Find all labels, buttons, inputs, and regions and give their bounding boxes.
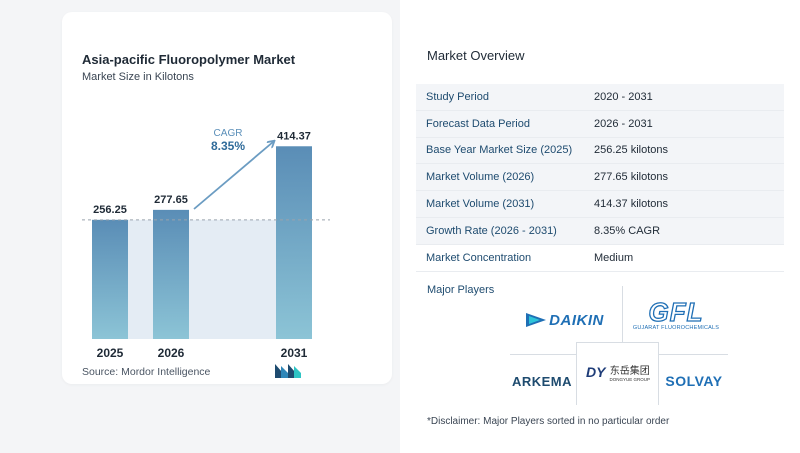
market-overview-panel: Market Overview Study Period 2020 - 2031… bbox=[400, 0, 800, 453]
chart-title: Asia-pacific Fluoropolymer Market bbox=[82, 52, 296, 67]
logo-grid-divider bbox=[510, 354, 576, 355]
gfl-wordmark: GFL bbox=[648, 297, 704, 327]
dongyue-logo: DY 东岳集团 DONGYUE GROUP bbox=[578, 352, 658, 392]
dongyue-chinese-name: 东岳集团 bbox=[609, 366, 650, 377]
overview-label: Study Period bbox=[426, 90, 489, 103]
gfl-subtitle: GUJARAT FLUOROCHEMICALS bbox=[632, 325, 720, 331]
logo-grid-divider bbox=[658, 342, 659, 405]
overview-row: Base Year Market Size (2025) 256.25 kilo… bbox=[416, 137, 784, 165]
arkema-logo: ARKEMA bbox=[508, 366, 576, 396]
daikin-logo: DAIKIN bbox=[512, 300, 618, 340]
mordor-logo-icon bbox=[275, 364, 301, 378]
overview-value: Medium bbox=[594, 251, 634, 264]
overview-row: Forecast Data Period 2026 - 2031 bbox=[416, 110, 784, 138]
category-label: 2031 bbox=[281, 346, 308, 360]
reference-area bbox=[128, 219, 276, 339]
solvay-wordmark: SOLVAY bbox=[665, 373, 723, 389]
overview-table: Study Period 2020 - 2031 Forecast Data P… bbox=[416, 84, 784, 272]
disclaimer: *Disclaimer: Major Players sorted in no … bbox=[427, 416, 670, 427]
overview-label: Base Year Market Size (2025) bbox=[426, 144, 573, 157]
chart-subtitle: Market Size in Kilotons bbox=[82, 71, 194, 83]
logo-grid-divider bbox=[576, 342, 577, 405]
cagr-label: CAGR bbox=[214, 128, 243, 139]
value-label: 256.25 bbox=[93, 204, 127, 216]
overview-value: 8.35% CAGR bbox=[594, 224, 661, 237]
bar-2025 bbox=[92, 219, 128, 339]
dongyue-english-name: DONGYUE GROUP bbox=[609, 377, 650, 382]
overview-value: 414.37 kilotons bbox=[594, 198, 668, 211]
chart-card: Asia-pacific Fluoropolymer Market Market… bbox=[62, 12, 392, 384]
overview-value: 2026 - 2031 bbox=[594, 117, 653, 130]
bar-2026 bbox=[153, 209, 189, 339]
cagr-arrow bbox=[193, 142, 273, 210]
overview-label: Market Volume (2031) bbox=[426, 198, 535, 211]
overview-row: Growth Rate (2026 - 2031) 8.35% CAGR bbox=[416, 217, 784, 245]
overview-row: Study Period 2020 - 2031 bbox=[416, 84, 784, 111]
overview-value: 277.65 kilotons bbox=[594, 171, 668, 184]
category-label: 2025 bbox=[97, 346, 124, 360]
logo-grid-divider bbox=[658, 354, 728, 355]
value-label: 414.37 bbox=[277, 130, 311, 142]
gfl-logo: GFL GUJARAT FLUOROCHEMICALS bbox=[626, 290, 726, 340]
daikin-triangle-icon bbox=[526, 313, 547, 327]
overview-label: Market Volume (2026) bbox=[426, 171, 535, 184]
overview-row: Market Concentration Medium bbox=[416, 245, 784, 272]
daikin-wordmark: DAIKIN bbox=[549, 311, 604, 329]
dongyue-mark: DY bbox=[586, 364, 606, 380]
logo-grid-divider bbox=[576, 342, 658, 343]
overview-row: Market Volume (2031) 414.37 kilotons bbox=[416, 191, 784, 218]
logo-grid-divider bbox=[622, 286, 623, 342]
cagr-value: 8.35% bbox=[211, 139, 245, 153]
overview-row: Market Volume (2026) 277.65 kilotons bbox=[416, 164, 784, 192]
overview-label: Forecast Data Period bbox=[426, 117, 530, 130]
overview-value: 256.25 kilotons bbox=[594, 144, 668, 157]
solvay-logo: SOLVAY bbox=[660, 366, 728, 396]
overview-label: Growth Rate (2026 - 2031) bbox=[426, 224, 557, 237]
arkema-wordmark: ARKEMA bbox=[511, 373, 573, 389]
major-players-title: Major Players bbox=[427, 284, 495, 296]
overview-value: 2020 - 2031 bbox=[594, 90, 653, 103]
source-note: Source: Mordor Intelligence bbox=[82, 366, 211, 378]
overview-label: Market Concentration bbox=[426, 251, 532, 264]
value-label: 277.65 bbox=[154, 194, 188, 206]
bar-2031 bbox=[276, 146, 312, 339]
category-label: 2026 bbox=[158, 346, 185, 360]
overview-title: Market Overview bbox=[427, 48, 525, 63]
